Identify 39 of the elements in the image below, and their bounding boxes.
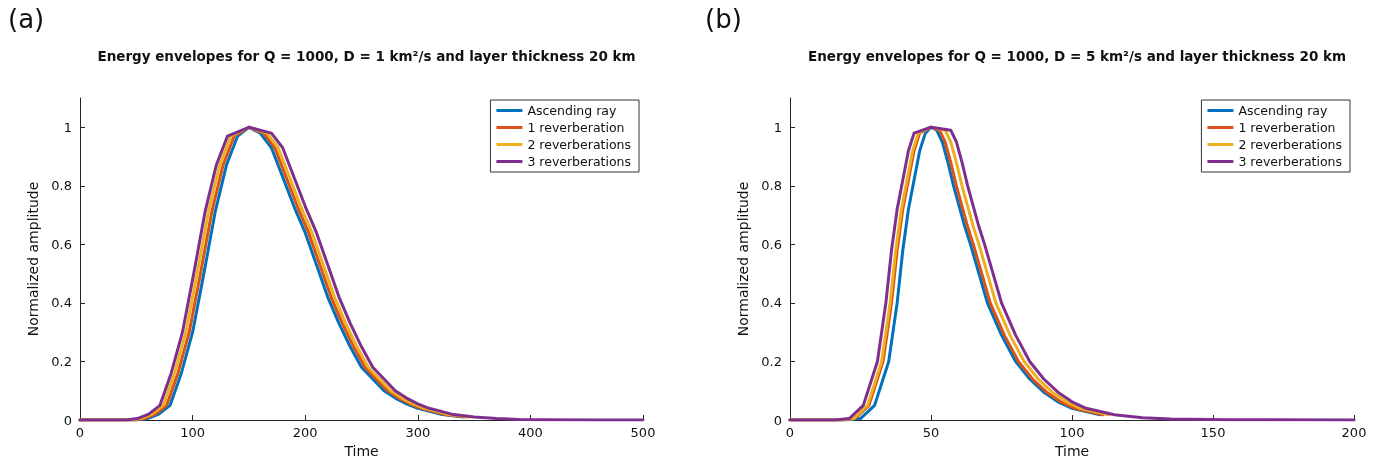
x-tick-label: 200: [292, 425, 318, 440]
chart-title: Energy envelopes for Q = 1000, D = 5 km²/s and layer thickness 20 km: [807, 48, 1347, 64]
y-tick-label: 0.4: [51, 295, 72, 311]
y-axis-title: Normalized amplitude: [735, 181, 752, 337]
text: (a): [8, 4, 45, 34]
y-tick-label: 0.2: [51, 353, 72, 369]
x-tick-label: 100: [180, 425, 206, 440]
x-tick-label: 150: [1200, 425, 1226, 440]
y-tick-label: 0.6: [51, 236, 72, 252]
legend-label: 1 reverberation: [527, 120, 625, 135]
x-axis-title: Time: [1053, 442, 1090, 459]
y-tick-label: 0.2: [761, 353, 782, 369]
y-tick-label: 0: [773, 412, 782, 428]
y-tick-label: 1: [773, 119, 782, 135]
y-tick-label: 0: [63, 412, 72, 428]
y-tick-label: 0.4: [761, 295, 782, 311]
x-tick-label: 500: [630, 425, 656, 440]
legend-label: 3 reverberations: [1238, 154, 1342, 169]
chart-title: Energy envelopes for Q = 1000, D = 1 km²/s and layer thickness 20 km: [97, 48, 636, 64]
legend-label: 2 reverberations: [1238, 137, 1342, 152]
x-tick-label: 0: [785, 425, 795, 440]
text: (b): [705, 4, 742, 34]
y-tick-label: 0.6: [761, 236, 782, 252]
legend-label: Ascending ray: [527, 103, 617, 118]
x-axis-title: Time: [343, 442, 379, 459]
y-axis-title: Normalized amplitude: [25, 181, 42, 337]
legend-label: Ascending ray: [1238, 103, 1328, 118]
legend-label: 2 reverberations: [527, 137, 631, 152]
x-tick-label: 400: [517, 425, 543, 440]
x-tick-label: 200: [1341, 425, 1367, 440]
x-tick-label: 100: [1059, 425, 1085, 440]
y-tick-label: 0.8: [761, 178, 782, 194]
y-tick-label: 0.8: [51, 178, 72, 194]
legend-label: 1 reverberation: [1238, 120, 1336, 135]
x-tick-label: 0: [75, 425, 85, 440]
y-tick-label: 1: [63, 119, 72, 135]
x-tick-label: 50: [922, 425, 940, 440]
x-tick-label: 300: [405, 425, 431, 440]
legend-label: 3 reverberations: [527, 154, 631, 169]
